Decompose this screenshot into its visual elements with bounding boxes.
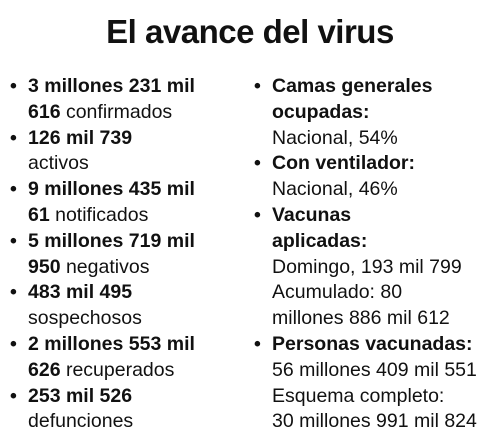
bullet-icon: • (254, 203, 261, 226)
list-item-confirmados: • 3 millones 231 mil 616 confirmados (8, 74, 253, 126)
bullet-icon: • (10, 229, 17, 252)
bullet-icon: • (10, 332, 17, 355)
stat-label: confirmados (60, 100, 173, 123)
page-title: El avance del virus (106, 13, 394, 50)
section-value: millones 886 mil 612 (272, 307, 450, 330)
stat-label: negativos (60, 255, 150, 278)
stat-label: notificados (49, 203, 149, 226)
list-item-activos: • 126 mil 739 activos (8, 126, 253, 178)
list-item-negativos: • 5 millones 719 mil 950 negativos (8, 229, 253, 281)
list-item-sospechosos: • 483 mil 495 sospechosos (8, 280, 253, 332)
stat-value: 3 millones 231 mil (28, 75, 195, 97)
bullet-icon: • (254, 152, 261, 175)
bullet-icon: • (10, 384, 17, 407)
stat-value-cont: 626 (28, 358, 61, 381)
bullet-icon: • (10, 281, 17, 304)
section-heading: Camas generales (272, 75, 433, 97)
stat-label: activos (28, 152, 89, 175)
section-heading: Personas vacunadas: (272, 332, 473, 355)
stat-value: 2 millones 553 mil (28, 332, 195, 355)
list-item-recuperados: • 2 millones 553 mil 626 recuperados (8, 332, 253, 384)
section-heading: Con ventilador: (272, 152, 416, 175)
bullet-icon: • (10, 178, 17, 201)
bullet-icon: • (10, 75, 17, 97)
section-value: Esquema completo: (272, 384, 445, 407)
section-value: Domingo, 193 mil 799 (272, 255, 462, 278)
section-heading: Vacunas (272, 203, 352, 226)
stat-label: defunciones (28, 410, 134, 433)
list-item-personas: • Personas vacunadas: 56 millones 409 mi… (252, 332, 497, 435)
bullet-icon: • (254, 332, 261, 355)
stat-value-cont: 61 (28, 203, 50, 226)
stats-left-column: • 3 millones 231 mil 616 confirmados • 1… (8, 74, 253, 435)
stats-right-column: • Camas generales ocupadas: Nacional, 54… (252, 74, 497, 435)
stat-value: 483 mil 495 (28, 281, 133, 304)
list-item-ventilador: • Con ventilador: Nacional, 46% (252, 151, 497, 203)
stat-value-cont: 616 (28, 100, 61, 123)
stat-label: recuperados (60, 358, 175, 381)
list-item-vacunas: • Vacunas aplicadas: Domingo, 193 mil 79… (252, 203, 497, 332)
bullet-icon: • (10, 126, 17, 149)
stat-value: 5 millones 719 mil (28, 229, 195, 252)
section-value: Nacional, 54% (272, 126, 398, 149)
stat-value: 9 millones 435 mil (28, 178, 195, 201)
section-heading-cont: ocupadas: (272, 100, 370, 123)
bullet-icon: • (254, 75, 261, 97)
section-value: 56 millones 409 mil 551 (272, 358, 477, 381)
section-heading-cont: aplicadas: (272, 229, 368, 252)
stat-label: sospechosos (28, 307, 142, 330)
section-value: Nacional, 46% (272, 178, 398, 201)
list-item-defunciones: • 253 mil 526 defunciones (8, 384, 253, 436)
list-item-notificados: • 9 millones 435 mil 61 notificados (8, 177, 253, 229)
section-value: Acumulado: 80 (272, 281, 403, 304)
stat-value: 126 mil 739 (28, 126, 133, 149)
stat-value-cont: 950 (28, 255, 61, 278)
stat-value: 253 mil 526 (28, 384, 133, 407)
section-value: 30 millones 991 mil 824 (272, 410, 477, 433)
list-item-camas: • Camas generales ocupadas: Nacional, 54… (252, 74, 497, 151)
